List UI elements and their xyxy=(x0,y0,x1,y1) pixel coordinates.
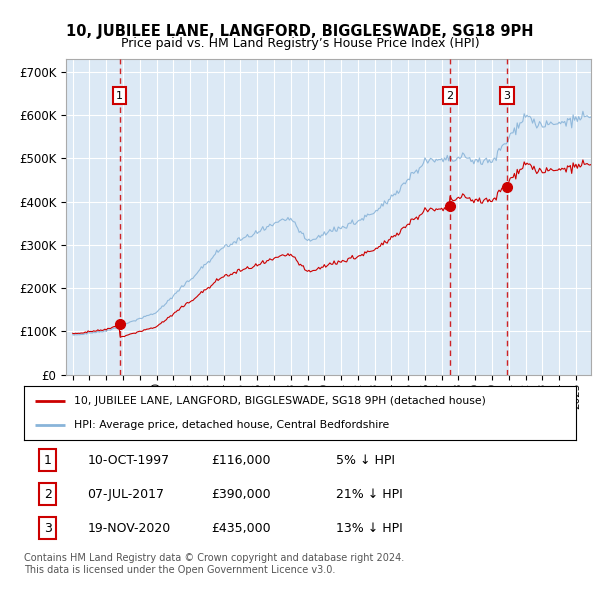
Text: 21% ↓ HPI: 21% ↓ HPI xyxy=(336,487,403,501)
Text: 1: 1 xyxy=(44,454,52,467)
Text: Price paid vs. HM Land Registry’s House Price Index (HPI): Price paid vs. HM Land Registry’s House … xyxy=(121,37,479,50)
Text: HPI: Average price, detached house, Central Bedfordshire: HPI: Average price, detached house, Cent… xyxy=(74,420,389,430)
Text: 5% ↓ HPI: 5% ↓ HPI xyxy=(336,454,395,467)
Text: 3: 3 xyxy=(503,91,510,101)
Text: 10, JUBILEE LANE, LANGFORD, BIGGLESWADE, SG18 9PH (detached house): 10, JUBILEE LANE, LANGFORD, BIGGLESWADE,… xyxy=(74,396,485,406)
Text: 3: 3 xyxy=(44,522,52,535)
Text: £390,000: £390,000 xyxy=(212,487,271,501)
Text: This data is licensed under the Open Government Licence v3.0.: This data is licensed under the Open Gov… xyxy=(24,565,335,575)
Text: 2: 2 xyxy=(446,91,454,101)
Text: £435,000: £435,000 xyxy=(212,522,271,535)
Text: 07-JUL-2017: 07-JUL-2017 xyxy=(88,487,164,501)
Text: Contains HM Land Registry data © Crown copyright and database right 2024.: Contains HM Land Registry data © Crown c… xyxy=(24,553,404,563)
Text: 13% ↓ HPI: 13% ↓ HPI xyxy=(336,522,403,535)
Text: 1: 1 xyxy=(116,91,123,101)
Text: 19-NOV-2020: 19-NOV-2020 xyxy=(88,522,171,535)
Text: 10, JUBILEE LANE, LANGFORD, BIGGLESWADE, SG18 9PH: 10, JUBILEE LANE, LANGFORD, BIGGLESWADE,… xyxy=(66,24,534,38)
Text: £116,000: £116,000 xyxy=(212,454,271,467)
Text: 10-OCT-1997: 10-OCT-1997 xyxy=(88,454,170,467)
Text: 2: 2 xyxy=(44,487,52,501)
